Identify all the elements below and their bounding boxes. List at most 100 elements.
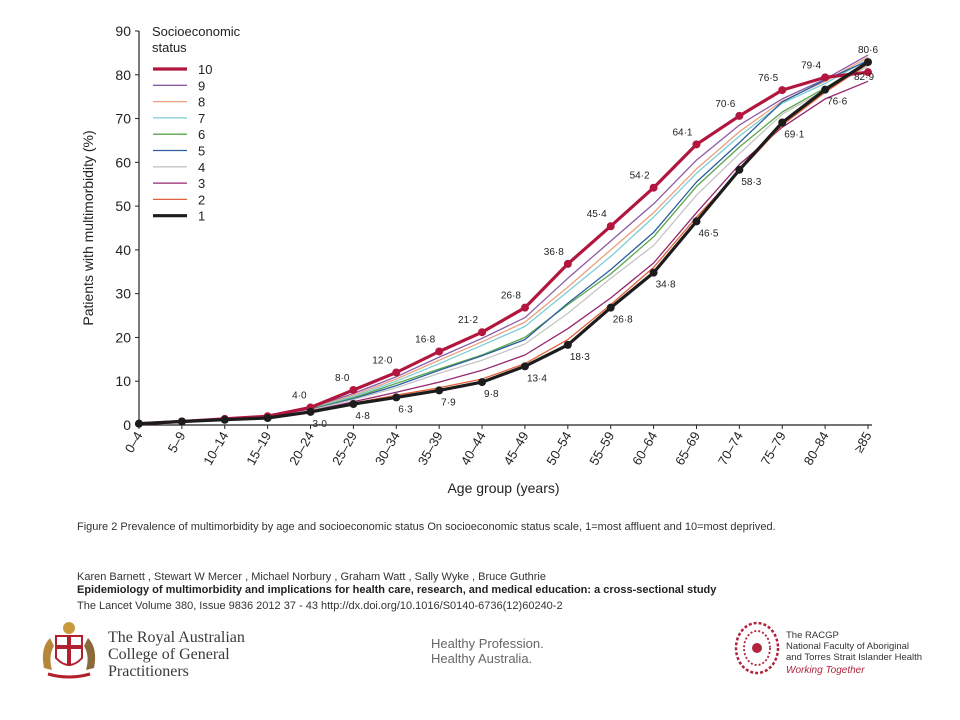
article-authors: Karen Barnett , Stewart W Mercer , Micha… [77,571,546,583]
data-label-top: 4·0 [292,390,307,401]
dot-art-circle-icon [734,621,780,675]
x-tick-label: 30–34 [372,429,403,468]
series-point-1 [735,165,744,174]
y-tick-label: 10 [115,373,131,389]
legend-title-line1: Socioeconomic [152,24,241,39]
x-tick-label: 70–74 [715,429,746,468]
series-line-1 [138,60,869,426]
x-tick-label: 15–19 [243,429,274,468]
chart-series [135,54,872,428]
legend-label-5: 5 [198,144,205,159]
x-tick-label: 20–24 [286,429,317,468]
racgp-name-line3: Practitioners [108,663,189,680]
tagline: Healthy Profession. Healthy Australia. [431,636,544,666]
series-point-10 [821,73,830,82]
data-label-bottom: 46·5 [698,228,718,239]
data-label-bottom: 34·8 [656,280,676,291]
y-tick-label: 60 [115,154,131,170]
series-point-10 [606,222,615,231]
series-point-1 [778,118,787,127]
data-label-bottom: 82·9 [854,72,874,83]
racgp-name: The Royal Australian College of General … [108,629,245,680]
data-label-bottom: 3·0 [313,419,328,430]
data-label-top: 64·1 [672,127,692,138]
faculty-line3: and Torres Strait Islander Health [786,652,923,663]
y-tick-label: 90 [115,23,131,39]
y-tick-label: 50 [115,198,131,214]
series-line-7 [138,58,869,425]
y-tick-label: 30 [115,286,131,302]
x-tick-label: 45–49 [500,429,531,468]
faculty-line2: National Faculty of Aboriginal [786,641,910,652]
series-line-6 [138,61,869,425]
chart-data-labels: 4·0 8·0 12·0 16·8 21·2 26·8 36·8 45·4 54·2 64·1 70… [292,45,878,430]
series-point-1 [478,378,487,387]
series-line-10 [138,70,869,426]
series-point-1 [520,362,529,371]
series-point-1 [563,340,572,349]
data-label-top: 8·0 [335,373,350,384]
tagline-line1: Healthy Profession. [431,636,544,651]
legend-label-8: 8 [198,95,205,110]
x-tick-label: 35–39 [415,429,446,468]
data-label-bottom: 26·8 [613,315,633,326]
x-tick-label: 80–84 [801,429,832,468]
legend-label-4: 4 [198,160,205,175]
series-point-1 [349,399,358,408]
legend-label-9: 9 [198,78,205,93]
legend-label-10: 10 [198,62,212,77]
faculty-working-together: Working Together [786,665,865,676]
x-tick-label: 65–69 [672,429,703,468]
series-point-10 [692,140,701,149]
series-point-1 [864,58,872,67]
y-tick-label: 20 [115,329,131,345]
y-tick-label: 0 [123,417,131,433]
series-point-1 [306,407,315,416]
faculty-name: The RACGP National Faculty of Aboriginal… [786,630,922,676]
data-label-top: 36·8 [544,247,564,258]
faculty-line1: The RACGP [786,630,839,641]
y-tick-label: 40 [115,242,131,258]
legend-label-6: 6 [198,127,205,142]
legend-title: Socioeconomic status [152,24,241,55]
series-point-1 [177,417,186,426]
article-citation: The Lancet Volume 380, Issue 9836 2012 3… [77,600,563,612]
legend-title-line2: status [152,40,187,55]
data-label-top: 80·6 [858,45,878,56]
x-tick-label: 75–79 [758,429,789,468]
legend-label-3: 3 [198,176,205,191]
data-label-bottom: 6·3 [398,404,413,415]
series-point-1 [435,386,444,395]
series-point-1 [220,415,229,424]
racgp-name-line1: The Royal Australian [108,629,245,646]
series-point-1 [821,85,830,94]
x-tick-label: 40–44 [458,429,489,468]
series-point-10 [778,86,787,95]
data-label-bottom: 4·8 [355,411,370,422]
data-label-top: 16·8 [415,334,435,345]
series-point-10 [349,385,358,394]
y-axis-label: Patients with multimorbidity (%) [80,130,96,325]
series-point-10 [392,368,401,377]
x-tick-label: 5–9 [165,429,189,455]
y-tick-label: 70 [115,111,131,127]
series-point-1 [606,303,615,312]
data-label-bottom: 76·6 [827,97,847,108]
article-title: Epidemiology of multimorbidity and impli… [77,584,717,596]
series-point-1 [649,268,658,277]
series-point-10 [563,259,572,268]
x-tick-label: 60–64 [629,429,660,468]
data-label-top: 21·2 [458,315,478,326]
data-label-bottom: 13·4 [527,373,547,384]
series-point-1 [392,393,401,402]
figure-caption: Figure 2 Prevalence of multimorbidity by… [77,521,776,533]
data-label-top: 70·6 [715,99,735,110]
coat-of-arms-icon [42,622,96,679]
series-point-10 [520,303,529,312]
x-tick-label: 55–59 [586,429,617,468]
series-point-10 [435,347,444,356]
data-label-top: 12·0 [372,355,392,366]
series-point-10 [478,328,487,337]
